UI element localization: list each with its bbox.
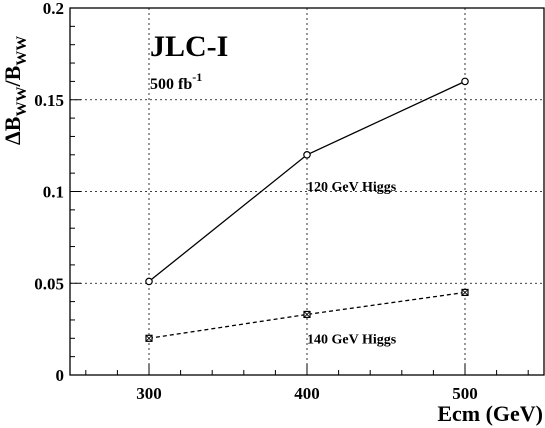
series-label-0: 120 GeV Higgs <box>307 180 397 195</box>
y-tick-label-0: 0 <box>56 366 65 385</box>
y-axis-title-sub2: WW <box>14 36 30 66</box>
y-axis-title-slash: /B <box>0 65 25 87</box>
series-0-point-0 <box>145 277 153 286</box>
x-tick-label-0: 300 <box>136 384 162 403</box>
x-axis-title: Ecm (GeV) <box>437 401 543 426</box>
y-tick-label-3: 0.15 <box>34 91 64 110</box>
y-tick-label-4: 0.2 <box>43 0 64 18</box>
chart-title: JLC-I <box>150 30 228 63</box>
series-1-point-0 <box>145 334 153 342</box>
y-tick-label-2: 0.1 <box>43 183 64 202</box>
ticks-layer: 0 0.05 0.1 0.15 0.2 300 400 500 <box>34 0 529 403</box>
series-1-point-2 <box>461 288 469 297</box>
series-line-1 <box>148 291 466 339</box>
y-axis-title-delta: ΔB <box>0 116 25 145</box>
series-0-point-2 <box>461 77 469 86</box>
y-axis-title-sub1: WW <box>14 87 30 117</box>
chart-subtitle: 500 fb-1 <box>150 70 202 93</box>
series-label-1: 140 GeV Higgs <box>307 332 397 347</box>
series-1-point-1 <box>303 310 311 319</box>
series-0-point-1 <box>303 151 311 159</box>
y-tick-label-1: 0.05 <box>34 274 64 293</box>
labels-layer: 120 GeV Higgs 140 GeV Higgs <box>307 180 397 348</box>
x-tick-label-1: 400 <box>294 384 320 403</box>
chart-subtitle-text: 500 fb <box>150 76 192 93</box>
x-tick-label-2: 500 <box>452 384 478 403</box>
series-1-point-0-cross-b <box>145 334 153 342</box>
chart-subtitle-sup: -1 <box>192 70 202 84</box>
series-1-point-2-cross-b <box>461 289 469 296</box>
series-1-point-1-cross-b <box>303 311 311 318</box>
series-layer <box>145 77 469 342</box>
y-axis-title: ΔBWW/BWW <box>0 36 30 145</box>
